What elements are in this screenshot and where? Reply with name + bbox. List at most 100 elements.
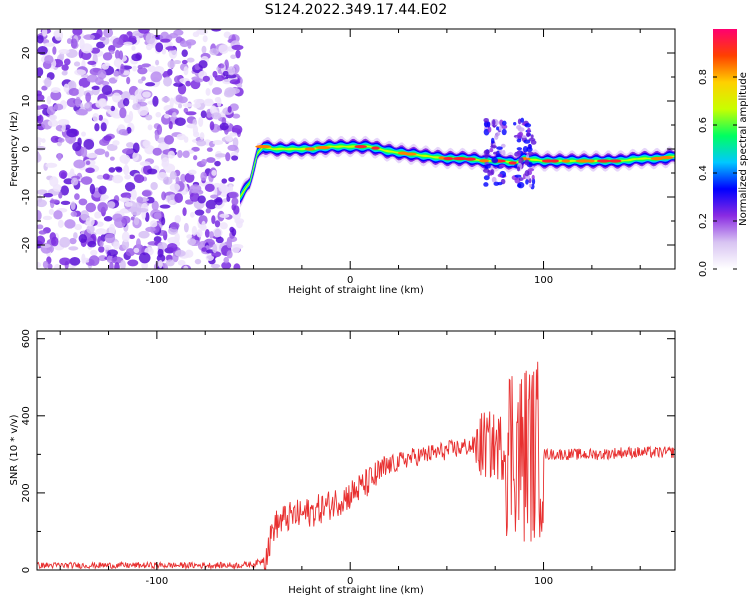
heatmap-scatter xyxy=(493,151,498,155)
heatmap-cell xyxy=(79,38,85,50)
heatmap-cell xyxy=(64,219,76,229)
heatmap-cell xyxy=(108,167,116,173)
heatmap-cell xyxy=(215,197,223,206)
heatmap-cell xyxy=(214,96,221,103)
heatmap-cell xyxy=(230,54,237,60)
heatmap-cell xyxy=(119,197,131,203)
snr-ylabel: SNR (10 * v/v) xyxy=(9,414,20,485)
heatmap-cell xyxy=(205,88,211,96)
heatmap-cell xyxy=(192,31,200,38)
heatmap-cell xyxy=(123,164,130,176)
heatmap-cell xyxy=(122,97,130,107)
heatmap-cell xyxy=(50,90,62,101)
heatmap-cell xyxy=(173,60,182,65)
spectrogram-ytick-label: -10 xyxy=(21,189,32,205)
heatmap-peak xyxy=(508,161,517,165)
spectrogram-ytick-label: 0 xyxy=(21,146,32,152)
heatmap-cell xyxy=(60,185,70,196)
heatmap-scatter xyxy=(494,134,499,140)
heatmap-cell xyxy=(138,29,150,34)
heatmap-cell xyxy=(66,128,78,138)
heatmap-cell xyxy=(201,158,208,165)
heatmap-cell xyxy=(132,65,137,72)
heatmap-cell xyxy=(142,140,151,148)
heatmap-scatter xyxy=(513,122,517,126)
heatmap-cell xyxy=(141,261,149,269)
heatmap-cell xyxy=(214,220,221,228)
heatmap-cell xyxy=(194,258,202,265)
heatmap-cell xyxy=(109,261,114,269)
heatmap-cell xyxy=(87,240,97,248)
heatmap-cell xyxy=(74,224,82,231)
heatmap-peak xyxy=(315,145,331,150)
heatmap-cell xyxy=(144,145,155,155)
heatmap-cell xyxy=(228,191,239,199)
heatmap-cell xyxy=(129,94,136,101)
heatmap-cell xyxy=(186,234,193,239)
heatmap-cell xyxy=(57,119,70,126)
heatmap-cell xyxy=(133,217,140,226)
heatmap-cell xyxy=(123,41,133,46)
heatmap-cell xyxy=(211,87,223,95)
heatmap-cell xyxy=(75,109,88,116)
heatmap-cell xyxy=(214,203,224,209)
heatmap-cell xyxy=(202,35,208,43)
heatmap-scatter xyxy=(517,132,523,139)
heatmap-cell xyxy=(48,114,58,121)
heatmap-cell xyxy=(174,192,183,203)
heatmap-scatter xyxy=(490,145,497,149)
heatmap-cell xyxy=(49,199,60,204)
heatmap-peak xyxy=(354,145,367,149)
heatmap-cell xyxy=(50,87,61,94)
heatmap-cell xyxy=(183,107,189,113)
heatmap-cell xyxy=(185,80,191,87)
heatmap-scatter xyxy=(516,125,522,130)
heatmap-cell xyxy=(152,95,159,107)
heatmap-cell xyxy=(209,231,214,239)
heatmap-cell xyxy=(176,133,186,141)
heatmap-cell xyxy=(188,169,197,175)
heatmap-cell xyxy=(112,37,124,49)
heatmap-cell xyxy=(98,114,103,121)
heatmap-cell xyxy=(146,196,155,204)
heatmap-cell xyxy=(153,236,162,243)
heatmap-cell xyxy=(161,216,166,226)
heatmap-cell xyxy=(235,49,241,59)
heatmap-cell xyxy=(183,222,189,233)
heatmap-scatter xyxy=(491,157,499,164)
heatmap-cell xyxy=(125,248,136,257)
heatmap-peak xyxy=(550,159,559,163)
heatmap-scatter xyxy=(517,183,522,188)
heatmap-peak xyxy=(479,159,490,163)
heatmap-cell xyxy=(80,51,92,61)
heatmap-cell xyxy=(95,228,107,235)
heatmap-cell xyxy=(97,202,108,213)
heatmap-cell xyxy=(150,181,158,191)
heatmap-scatter xyxy=(500,143,506,148)
heatmap-cell xyxy=(194,78,204,83)
heatmap-cell xyxy=(204,229,210,238)
heatmap-cell xyxy=(41,85,48,91)
heatmap-cell xyxy=(223,256,230,264)
heatmap-cell xyxy=(145,226,156,233)
heatmap-cell xyxy=(153,212,162,220)
heatmap-cell xyxy=(67,81,75,89)
heatmap-cell xyxy=(78,234,88,243)
heatmap-cell xyxy=(106,143,118,152)
heatmap-cell xyxy=(98,255,107,262)
heatmap-scatter xyxy=(527,168,535,172)
heatmap-cell xyxy=(38,230,47,235)
heatmap-scatter xyxy=(489,147,494,153)
heatmap-cell xyxy=(85,202,97,213)
heatmap-cell xyxy=(157,242,168,250)
heatmap-cell xyxy=(182,207,187,217)
heatmap-cell xyxy=(209,121,215,131)
heatmap-cell xyxy=(209,48,219,56)
heatmap-cell xyxy=(100,196,106,202)
heatmap-cell xyxy=(184,172,195,183)
heatmap-cell xyxy=(168,48,178,59)
heatmap-cell xyxy=(199,132,205,140)
heatmap-cell xyxy=(151,200,159,211)
heatmap-cell xyxy=(169,97,174,108)
heatmap-cell xyxy=(83,34,95,40)
